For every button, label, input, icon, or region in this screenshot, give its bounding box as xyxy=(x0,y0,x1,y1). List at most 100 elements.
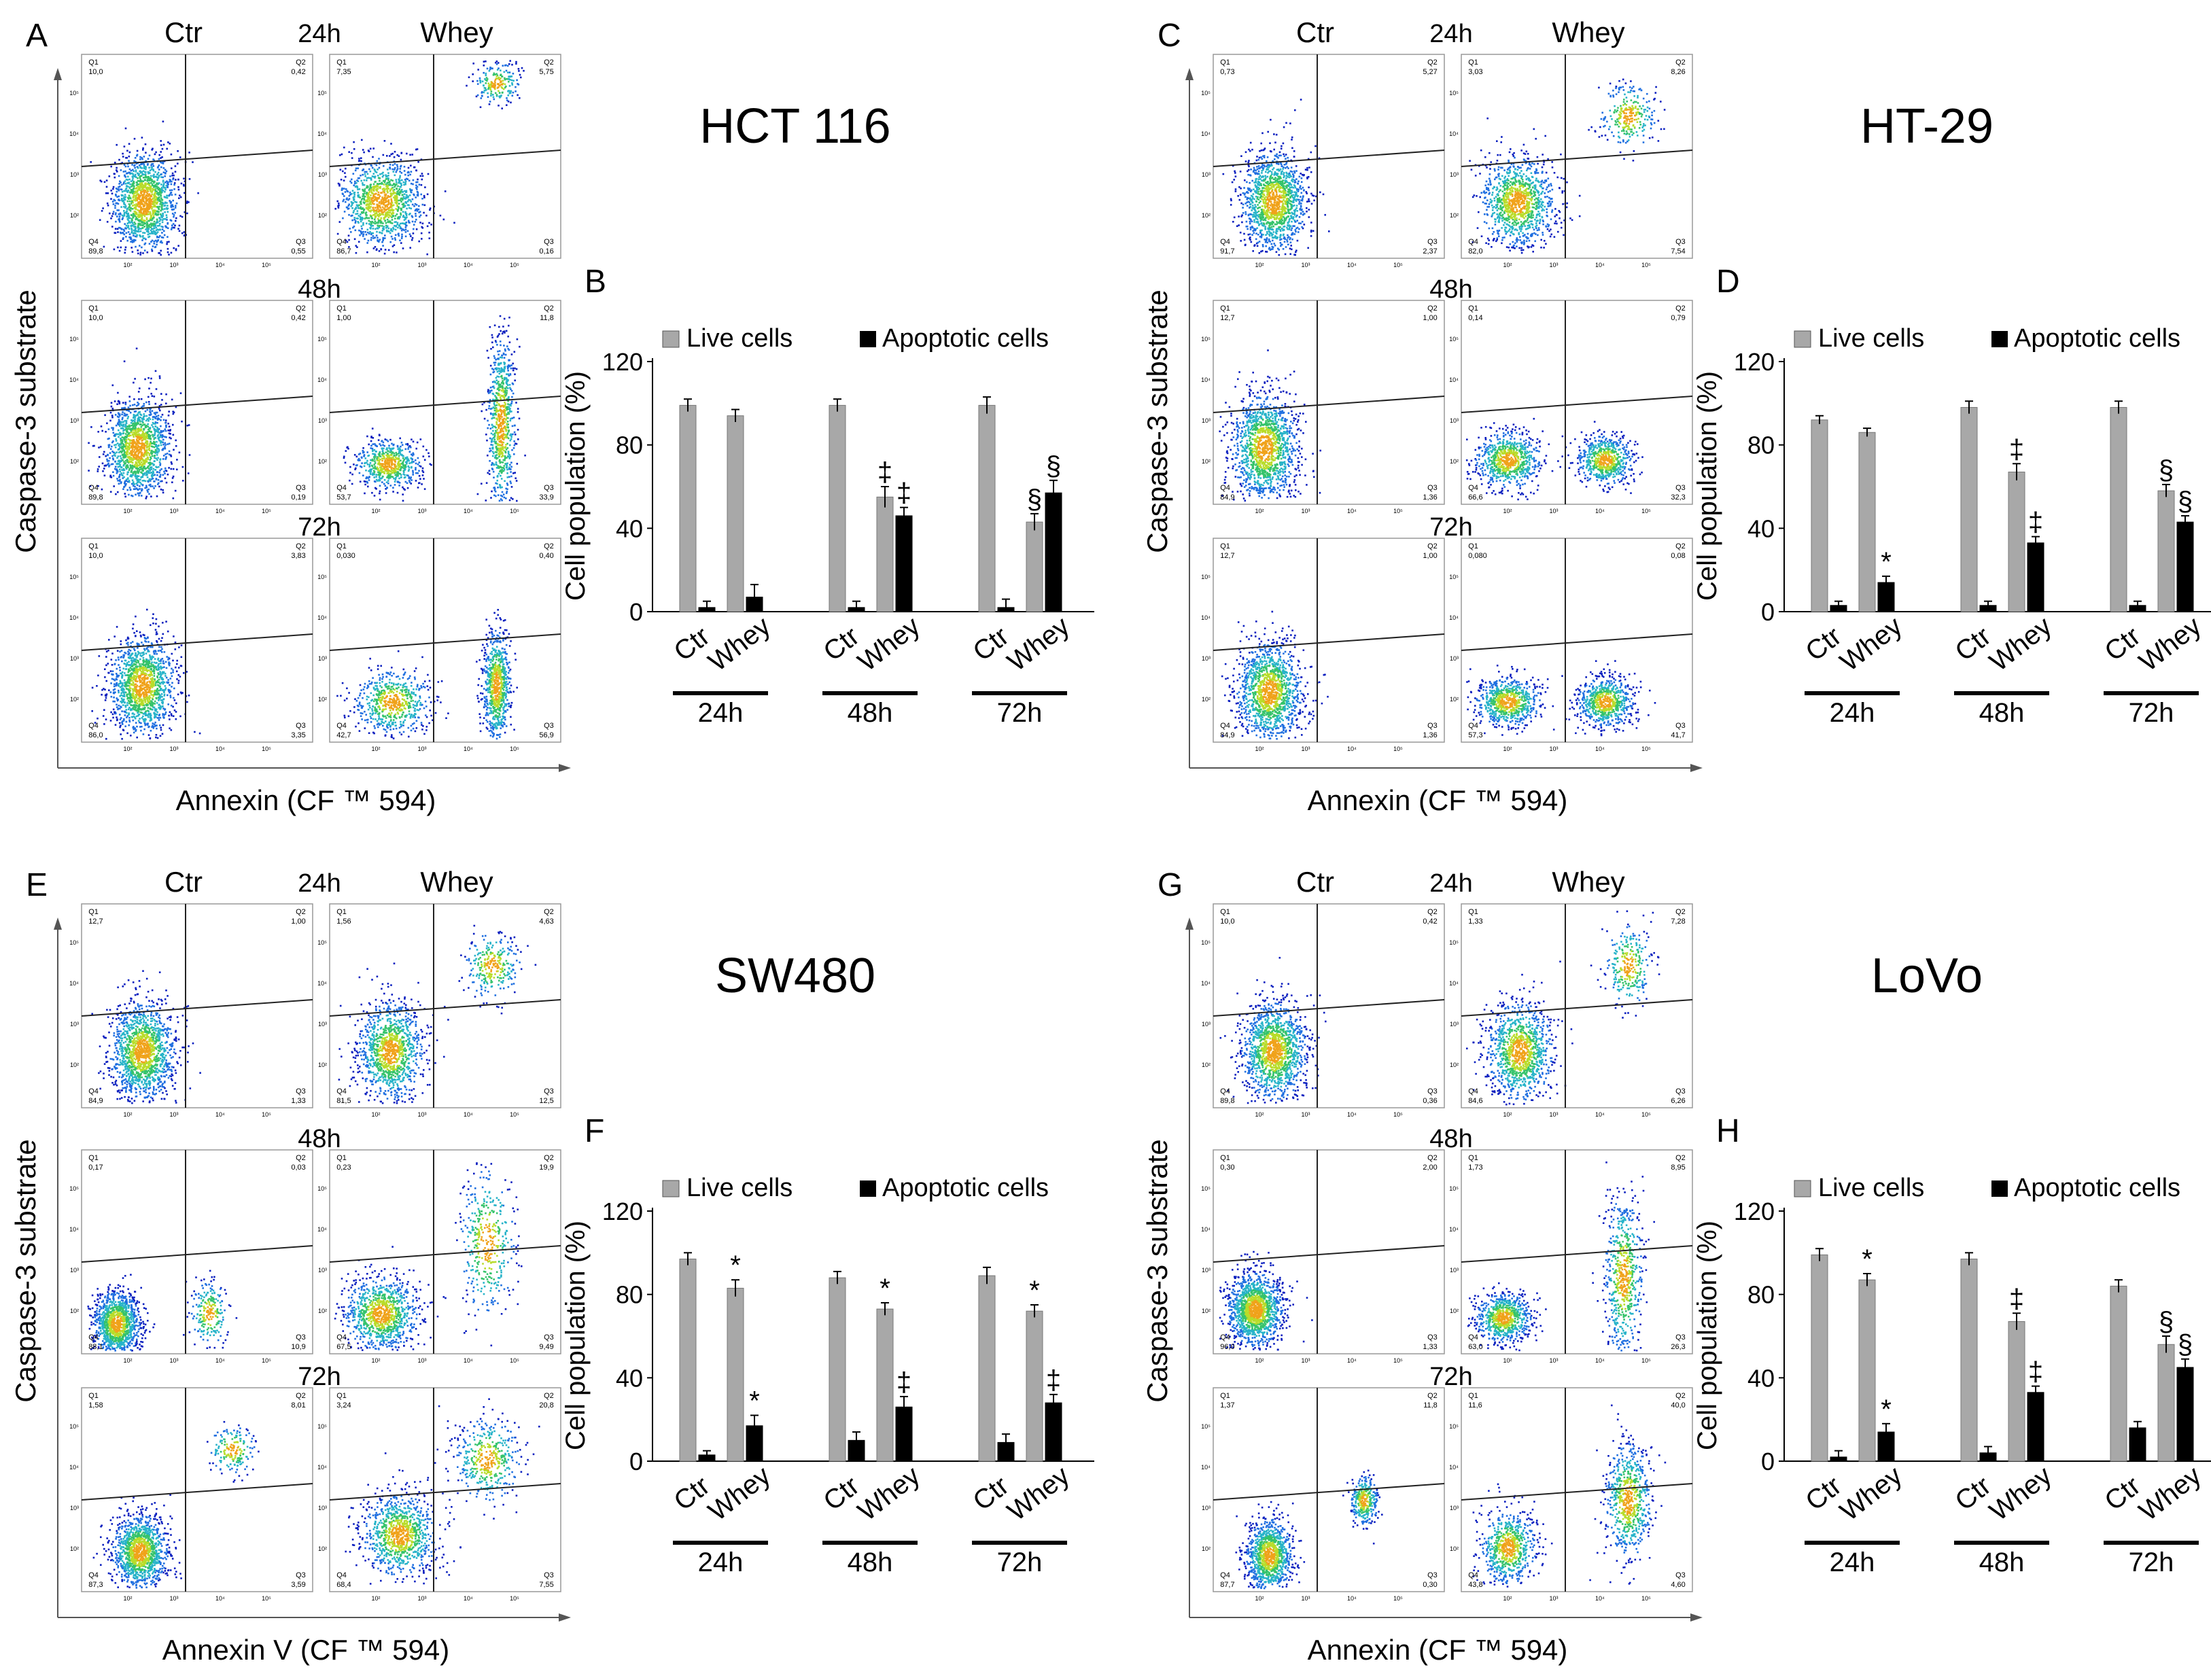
flow-event xyxy=(497,62,500,64)
flow-event xyxy=(90,426,92,428)
flow-event xyxy=(373,198,376,201)
flow-event xyxy=(88,442,90,444)
flow-event xyxy=(492,346,494,349)
quadrant-name-q2: Q2 xyxy=(296,58,306,67)
flow-event xyxy=(429,463,432,466)
flow-event xyxy=(157,225,159,227)
flow-event xyxy=(377,225,379,227)
flow-event xyxy=(387,177,389,179)
flow-event xyxy=(394,197,396,200)
flow-event xyxy=(150,226,152,228)
flow-event xyxy=(170,220,173,222)
flow-event xyxy=(398,232,400,235)
flow-event xyxy=(143,189,145,191)
flow-event xyxy=(383,444,385,447)
flow-event xyxy=(391,168,394,171)
flow-event xyxy=(124,165,127,168)
flow-event xyxy=(429,209,431,211)
flow-event xyxy=(339,154,341,156)
flow-event xyxy=(389,181,391,183)
flow-event xyxy=(483,65,485,67)
flow-event xyxy=(360,232,362,235)
flow-event xyxy=(144,222,147,225)
flow-event xyxy=(493,324,496,327)
flow-event xyxy=(383,188,385,190)
flow-event xyxy=(153,480,155,483)
flow-event xyxy=(384,438,387,440)
flow-event xyxy=(372,467,375,470)
flow-event xyxy=(164,205,167,207)
flow-event xyxy=(149,199,152,202)
flow-event xyxy=(156,474,158,476)
flow-event xyxy=(125,178,128,181)
flow-event xyxy=(407,220,410,222)
flow-event xyxy=(378,202,381,204)
flow-event xyxy=(108,459,110,462)
flow-event xyxy=(497,83,499,85)
flow-event xyxy=(162,212,164,215)
flow-event xyxy=(399,463,402,466)
flow-event xyxy=(390,475,392,478)
flow-event xyxy=(154,209,156,212)
flow-event xyxy=(374,246,377,248)
flow-event xyxy=(147,229,150,232)
flow-event xyxy=(393,459,396,461)
flow-event xyxy=(119,212,122,215)
flow-event xyxy=(153,186,155,188)
flow-event xyxy=(139,210,141,213)
flow-event xyxy=(400,197,403,200)
flow-event xyxy=(111,215,114,217)
flow-event xyxy=(152,210,154,212)
flow-event xyxy=(112,213,114,215)
flow-event xyxy=(351,193,353,195)
flow-event xyxy=(138,206,141,208)
flow-event xyxy=(135,404,138,407)
flow-event xyxy=(395,171,398,173)
flow-event xyxy=(421,203,424,206)
flow-event xyxy=(365,199,367,202)
flow-event xyxy=(122,197,125,199)
flow-event xyxy=(385,222,387,224)
flow-event xyxy=(351,178,353,181)
flow-event xyxy=(374,216,377,219)
flow-event xyxy=(132,182,134,185)
flow-event xyxy=(348,198,351,200)
flow-event xyxy=(141,239,143,241)
flow-event xyxy=(509,92,512,94)
flow-event xyxy=(177,186,179,188)
flow-event xyxy=(394,455,396,457)
flow-event xyxy=(139,468,141,471)
flow-event xyxy=(120,457,122,459)
flow-event xyxy=(382,239,384,241)
flow-event xyxy=(135,176,137,178)
flow-event xyxy=(385,224,387,227)
flow-event xyxy=(413,205,415,207)
flow-event xyxy=(362,194,365,196)
flow-event xyxy=(124,251,126,254)
flow-event xyxy=(385,213,388,216)
flow-event xyxy=(382,190,385,192)
flow-event xyxy=(488,423,490,426)
flow-event xyxy=(174,224,176,227)
flow-event xyxy=(385,470,388,472)
flow-event xyxy=(160,488,162,491)
flow-event xyxy=(396,222,399,224)
flow-event xyxy=(383,209,385,211)
flow-event xyxy=(141,202,143,204)
flow-event xyxy=(115,424,118,427)
flow-event xyxy=(384,215,387,218)
flow-event xyxy=(123,210,125,212)
flow-event xyxy=(175,248,177,250)
flow-event xyxy=(129,411,132,414)
flow-event xyxy=(140,207,142,210)
flow-event xyxy=(410,182,413,185)
flow-event xyxy=(402,206,404,209)
flow-event xyxy=(158,436,160,439)
flow-event xyxy=(486,80,488,82)
flow-event xyxy=(162,419,165,421)
flow-event xyxy=(124,433,127,435)
flow-event xyxy=(128,443,130,445)
flow-event xyxy=(129,475,132,478)
flow-event xyxy=(396,190,398,193)
flow-event xyxy=(134,417,137,419)
